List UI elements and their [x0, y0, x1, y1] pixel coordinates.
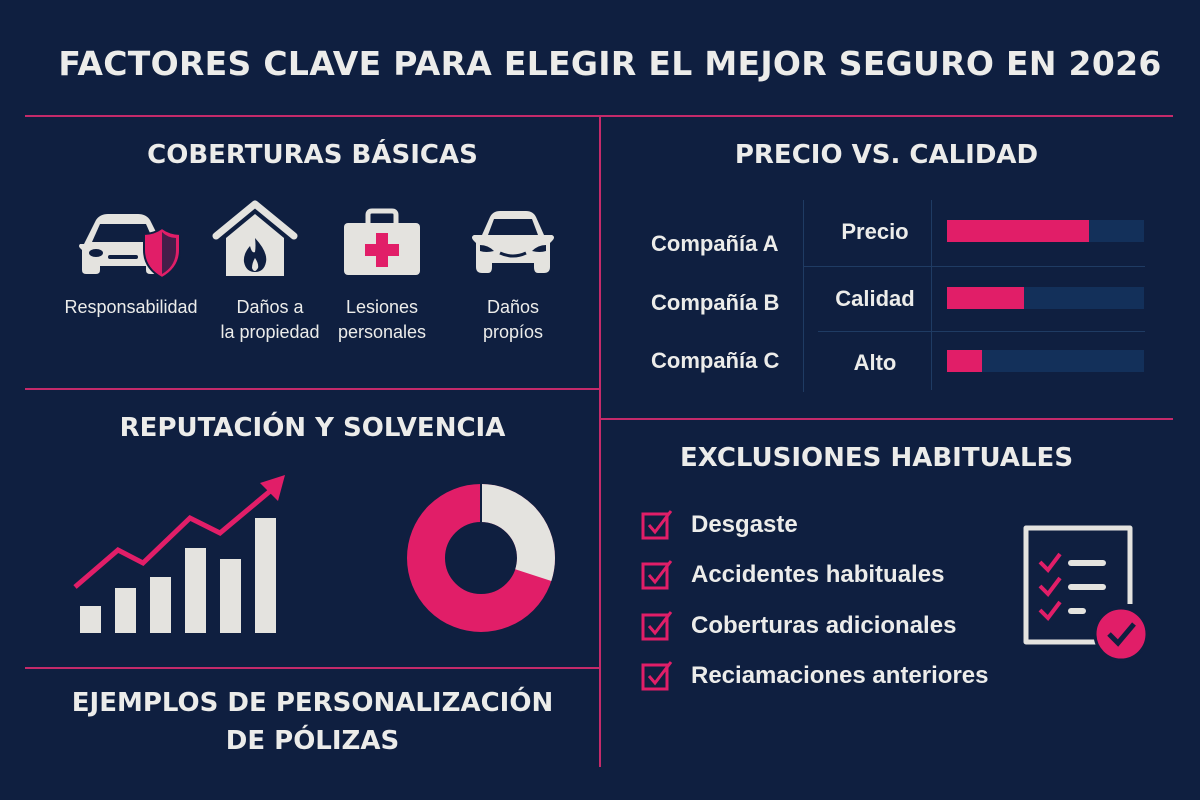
checklist-document-icon	[1018, 524, 1150, 670]
divider-center	[599, 115, 601, 767]
coverage-label: propíos	[482, 322, 544, 342]
grid-vline-2	[931, 200, 932, 390]
exclusion-item-reclamaciones: Reciamaciones anteriores	[641, 659, 988, 693]
exclusion-label: Coberturas adicionales	[691, 612, 957, 639]
coverage-item-responsabilidad: Responsabilidad	[51, 295, 211, 320]
divider-left-bottom	[25, 667, 600, 669]
metric-precio-label: Precio	[841, 219, 909, 244]
reputacion-title: REPUTACIÓN Y SOLVENCIA	[119, 413, 506, 443]
coverage-label: Daños a	[236, 297, 304, 317]
coverage-label: personales	[337, 322, 427, 342]
growth-bar-chart-icon	[60, 465, 300, 640]
divider-left-mid	[25, 388, 600, 390]
exclusiones-title: EXCLUSIONES HABITUALES	[679, 443, 1074, 473]
bar-fill-calidad	[947, 287, 1024, 309]
page-title: FACTORES CLAVE PARA ELEGIR EL MEJOR SEGU…	[58, 44, 1162, 83]
house-fire-icon	[212, 200, 298, 280]
car-icon	[468, 207, 558, 277]
car-shield-icon	[76, 208, 186, 280]
metric-calidad-label: Calidad	[835, 286, 915, 311]
exclusion-label: Reciamaciones anteriores	[691, 662, 989, 689]
coverage-label: Daños	[486, 297, 540, 317]
first-aid-kit-icon	[342, 205, 422, 277]
grid-hline-2	[818, 331, 1145, 332]
exclusion-label: Desgaste	[691, 511, 798, 538]
bar-track-alto	[947, 350, 1144, 372]
checkbox-checked-icon	[641, 560, 673, 590]
exclusion-item-accidentes: Accidentes habituales	[641, 558, 944, 592]
coverage-label: Lesiones	[345, 297, 419, 317]
checkbox-checked-icon	[641, 611, 673, 641]
metric-alto-label: Alto	[853, 350, 897, 375]
divider-right-mid	[600, 418, 1173, 420]
bar-fill-precio	[947, 220, 1089, 242]
checkbox-checked-icon	[641, 510, 673, 540]
coverage-label: la propiedad	[220, 322, 320, 342]
checkbox-checked-icon	[641, 661, 673, 691]
company-b-label: Compañía B	[651, 290, 780, 315]
donut-chart-icon	[405, 482, 557, 634]
coverage-item-lesiones: Lesiones personales	[307, 295, 457, 345]
precio-title: PRECIO VS. CALIDAD	[734, 140, 1039, 170]
exclusion-item-desgaste: Desgaste	[641, 508, 798, 542]
grid-vline-1	[803, 200, 804, 392]
company-a-label: Compañía A	[651, 231, 779, 256]
bar-fill-alto	[947, 350, 983, 372]
bar-track-calidad	[947, 287, 1144, 309]
ejemplos-title-line1: EJEMPLOS DE PERSONALIZACIÓN	[71, 688, 554, 718]
ejemplos-title-line2: DE PÓLIZAS	[225, 726, 400, 756]
coverage-item-danos-propios: Daños propíos	[438, 295, 588, 345]
coverage-item-danos-propiedad: Daños a la propiedad	[195, 295, 345, 345]
exclusion-item-coberturas: Coberturas adicionales	[641, 609, 956, 643]
coverage-label: Responsabilidad	[64, 297, 198, 317]
grid-hline-1	[803, 266, 1145, 267]
exclusion-label: Accidentes habituales	[691, 561, 945, 588]
company-c-label: Compañía C	[651, 348, 780, 373]
coberturas-title: COBERTURAS BÁSICAS	[147, 140, 478, 170]
bar-track-precio	[947, 220, 1144, 242]
